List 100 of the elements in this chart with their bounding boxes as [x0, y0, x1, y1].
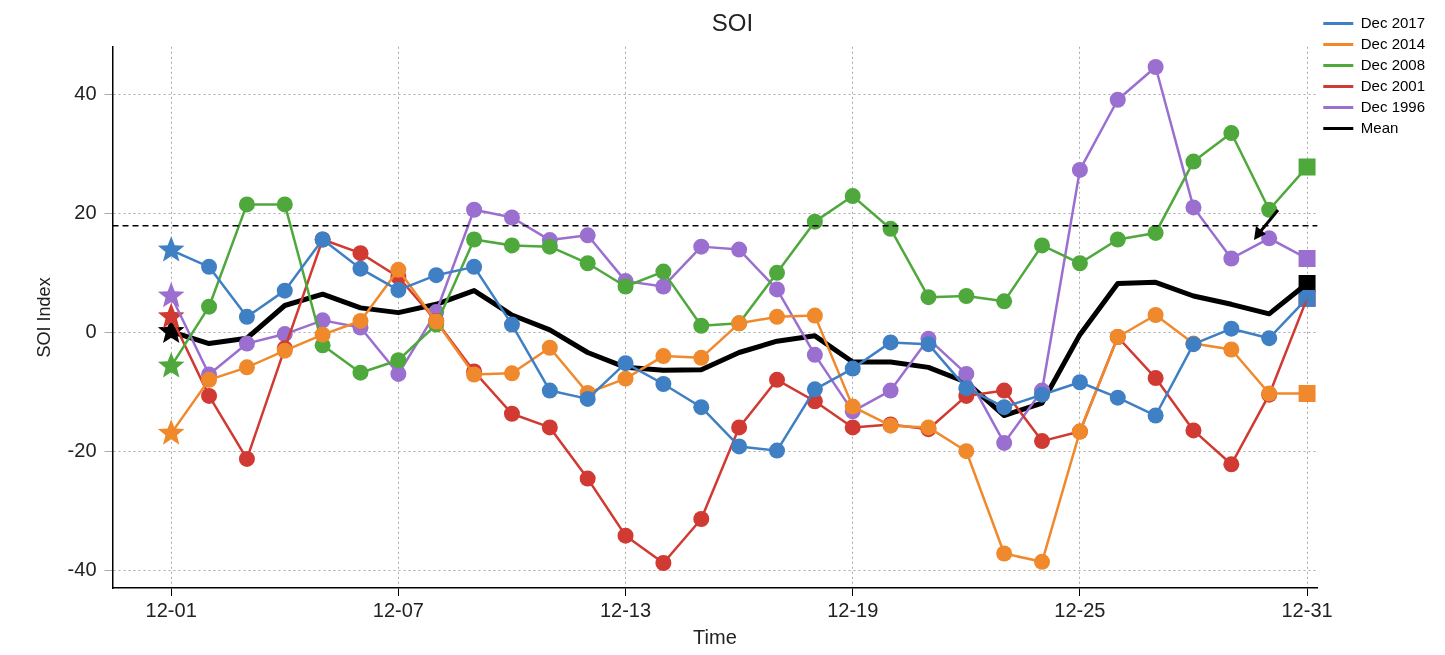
point [768, 308, 785, 325]
point [541, 419, 558, 436]
point [157, 352, 185, 378]
point [466, 201, 483, 218]
point [201, 258, 218, 275]
point [1223, 125, 1240, 142]
point [238, 196, 255, 213]
point [655, 376, 672, 393]
point [693, 511, 710, 528]
legend-label: Dec 1996 [1360, 97, 1426, 115]
point [1147, 224, 1164, 241]
point [276, 196, 293, 213]
point [920, 336, 937, 353]
y-tick-label: 40 [74, 81, 97, 104]
legend-label: Dec 2017 [1360, 13, 1426, 31]
point [1147, 370, 1164, 387]
point [352, 245, 369, 262]
point [958, 380, 975, 397]
point [806, 307, 823, 324]
x-tick-label: 12-01 [145, 598, 197, 621]
point [1034, 433, 1051, 450]
x-tick-label: 12-13 [599, 598, 652, 621]
point [503, 237, 520, 254]
point [157, 236, 185, 262]
point [1034, 386, 1051, 403]
point [617, 370, 634, 387]
point [996, 545, 1013, 562]
point [1261, 230, 1278, 247]
point [617, 527, 634, 544]
point [541, 339, 558, 356]
point [731, 438, 748, 455]
y-tick-label: 0 [85, 319, 97, 342]
legend-label: Dec 2008 [1360, 55, 1426, 73]
point [201, 371, 218, 388]
point [693, 317, 710, 334]
point [1071, 161, 1088, 178]
y-axis-title: SOI Index [33, 277, 54, 358]
point [617, 278, 634, 295]
point [882, 334, 899, 351]
point [1071, 374, 1088, 391]
point [617, 355, 634, 372]
point [503, 316, 520, 333]
point [541, 238, 558, 255]
point [655, 263, 672, 280]
point [1109, 91, 1126, 108]
point [352, 260, 369, 277]
point [1071, 255, 1088, 272]
point [882, 382, 899, 399]
point [1147, 407, 1164, 424]
point [390, 352, 407, 369]
x-tick-label: 12-31 [1281, 598, 1333, 621]
point [201, 387, 218, 404]
point [958, 365, 975, 382]
point [428, 267, 445, 284]
point [655, 348, 672, 365]
point [352, 312, 369, 329]
point [1223, 250, 1240, 267]
legend-label: Dec 2014 [1360, 34, 1426, 52]
point [768, 371, 785, 388]
point [806, 213, 823, 230]
point [844, 188, 861, 205]
point [844, 360, 861, 377]
point [1109, 231, 1126, 248]
point [920, 289, 937, 306]
point [579, 470, 596, 487]
point [579, 255, 596, 272]
point [996, 382, 1013, 399]
point [201, 298, 218, 315]
point [1223, 456, 1240, 473]
point [731, 419, 748, 436]
point [1034, 237, 1051, 254]
point [1185, 199, 1202, 216]
point [314, 326, 331, 343]
y-tick-label: 20 [74, 200, 97, 223]
point [503, 405, 520, 422]
point [806, 381, 823, 398]
point [466, 258, 483, 275]
point [579, 390, 596, 407]
point [541, 382, 558, 399]
point [1147, 307, 1164, 324]
point [503, 365, 520, 382]
point [844, 398, 861, 415]
point [238, 450, 255, 467]
point [1034, 553, 1051, 570]
point [655, 555, 672, 572]
point [996, 399, 1013, 416]
point [276, 282, 293, 299]
point [844, 419, 861, 436]
point [958, 287, 975, 304]
point [1109, 389, 1126, 406]
point [958, 443, 975, 460]
point [996, 434, 1013, 451]
point [238, 359, 255, 376]
point [693, 238, 710, 255]
point [352, 364, 369, 381]
point [503, 209, 520, 226]
point [157, 281, 185, 308]
point [768, 264, 785, 281]
point [157, 419, 185, 445]
point [1147, 59, 1164, 76]
